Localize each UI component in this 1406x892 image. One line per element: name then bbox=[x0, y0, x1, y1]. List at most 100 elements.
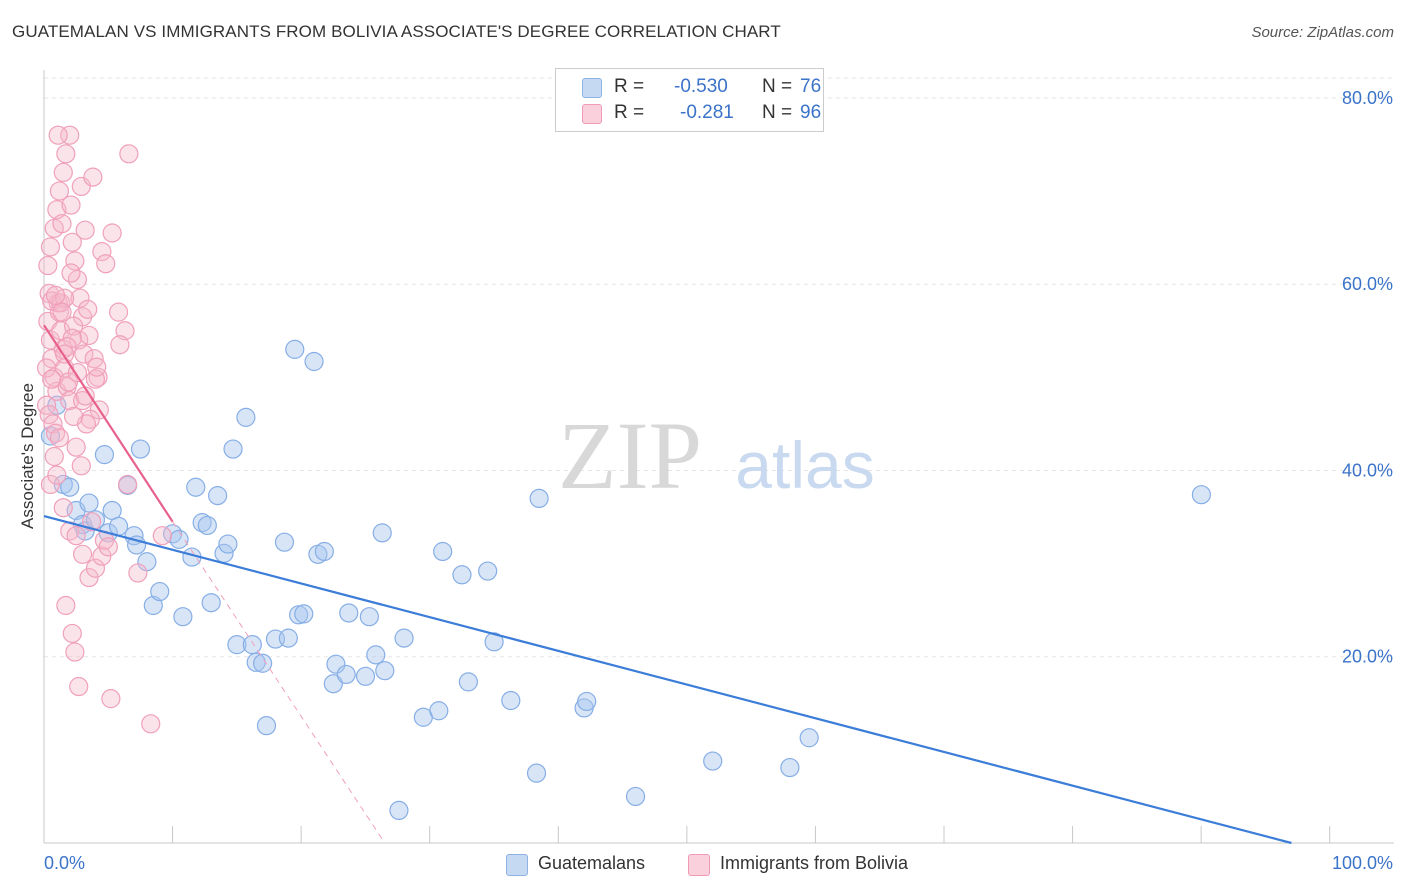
guatemalan-point bbox=[227, 635, 247, 655]
bolivia-point bbox=[47, 465, 67, 485]
bolivia-point bbox=[92, 546, 112, 566]
bolivia-point bbox=[78, 299, 98, 319]
bolivia-point bbox=[40, 237, 61, 257]
bolivia-points bbox=[36, 125, 172, 734]
bolivia-point bbox=[117, 474, 138, 495]
guatemalan-point bbox=[529, 488, 549, 509]
bolivia-point bbox=[66, 437, 86, 457]
bolivia-point bbox=[40, 474, 61, 495]
bolivia-point bbox=[45, 285, 66, 305]
bolivia-point bbox=[53, 498, 73, 518]
chart-title: GUATEMALAN VS IMMIGRANTS FROM BOLIVIA AS… bbox=[12, 22, 781, 41]
bolivia-point bbox=[83, 167, 103, 187]
guatemalan-point bbox=[253, 653, 273, 673]
legend-r-label: R = bbox=[614, 76, 645, 97]
bolivia-point bbox=[56, 595, 76, 616]
guatemalan-point bbox=[150, 581, 170, 602]
bolivia-point bbox=[49, 428, 70, 448]
guatemalan-point bbox=[60, 477, 80, 497]
guatemalan-point bbox=[192, 513, 212, 533]
bolivia-point bbox=[96, 254, 116, 274]
guatemalan-point bbox=[304, 351, 324, 372]
guatemalan-point bbox=[458, 672, 478, 692]
guatemalan-point bbox=[323, 674, 343, 694]
legend-r-value: -0.530 bbox=[674, 76, 728, 97]
guatemalan-point bbox=[169, 529, 189, 549]
bolivia-point bbox=[69, 676, 89, 697]
bolivia-point bbox=[70, 288, 90, 308]
bolivia-point bbox=[65, 642, 85, 662]
guatemalan-point bbox=[130, 439, 151, 459]
guatemalan-point bbox=[501, 690, 521, 711]
guatemalan-point bbox=[625, 786, 646, 807]
guatemalan-point bbox=[375, 661, 395, 681]
guatemalan-point bbox=[79, 493, 99, 513]
guatemalan-point bbox=[394, 628, 414, 648]
legend-n-label: N = bbox=[762, 76, 793, 97]
bolivia-point bbox=[38, 255, 58, 276]
guatemalan-point bbox=[94, 445, 115, 465]
bolivia-trend-extension bbox=[172, 521, 386, 844]
bolivia-point bbox=[79, 567, 99, 588]
guatemalan-point bbox=[278, 628, 298, 648]
guatemalan-point bbox=[703, 751, 723, 771]
guatemalan-point bbox=[208, 486, 228, 506]
bottom-legend-swatch-pink bbox=[688, 854, 710, 876]
bolivia-point bbox=[63, 406, 84, 427]
bolivia-point bbox=[85, 558, 106, 578]
bolivia-point bbox=[48, 125, 68, 145]
guatemalan-point bbox=[366, 645, 386, 665]
bolivia-point bbox=[62, 232, 82, 252]
guatemalan-point bbox=[478, 561, 498, 581]
y-tick-label: 60.0% bbox=[1342, 274, 1393, 294]
guatemalan-point bbox=[1191, 485, 1212, 505]
bolivia-point bbox=[71, 456, 91, 476]
x-tick-label-end: 100.0% bbox=[1332, 853, 1393, 873]
axes bbox=[43, 70, 1394, 844]
bolivia-point bbox=[81, 512, 102, 532]
guatemalan-point bbox=[197, 515, 217, 536]
bolivia-point bbox=[44, 446, 64, 467]
y-tick-label: 20.0% bbox=[1342, 647, 1393, 667]
bottom-legend-swatch-blue bbox=[506, 854, 528, 876]
guatemalan-point bbox=[314, 541, 334, 562]
guatemalan-point bbox=[484, 632, 504, 652]
legend-r-label: R = bbox=[614, 102, 645, 123]
guatemalan-point bbox=[433, 541, 453, 562]
guatemalan-point bbox=[372, 523, 392, 543]
guatemalan-point bbox=[201, 593, 221, 613]
y-tick-label: 40.0% bbox=[1342, 460, 1393, 480]
bolivia-point bbox=[39, 404, 59, 425]
guatemalan-point bbox=[359, 607, 379, 627]
guatemalan-point bbox=[452, 565, 472, 585]
guatemalan-point bbox=[173, 607, 193, 627]
guatemalan-point bbox=[218, 534, 238, 554]
bolivia-point bbox=[36, 358, 57, 378]
bolivia-point bbox=[128, 563, 148, 583]
bolivia-point bbox=[72, 544, 93, 564]
bolivia-point bbox=[110, 335, 130, 355]
trend-lines bbox=[43, 324, 1292, 845]
legend-r-value: -0.281 bbox=[680, 102, 734, 123]
bolivia-point bbox=[79, 325, 99, 346]
bolivia-point bbox=[61, 263, 81, 283]
bolivia-point bbox=[92, 242, 112, 262]
bolivia-point bbox=[66, 526, 86, 546]
legend-n-value: 96 bbox=[800, 102, 822, 123]
guatemalan-point bbox=[236, 407, 256, 427]
bolivia-trend-line bbox=[43, 324, 174, 523]
legend-n-label: N = bbox=[762, 102, 793, 123]
bolivia-point bbox=[62, 623, 82, 644]
y-tick-label: 80.0% bbox=[1342, 88, 1393, 108]
guatemalan-point bbox=[186, 477, 206, 497]
bolivia-point bbox=[74, 344, 94, 364]
guatemalan-point bbox=[780, 757, 800, 778]
source-label: Source: ZipAtlas.com bbox=[1251, 24, 1394, 41]
bolivia-point bbox=[56, 144, 76, 164]
tick-labels: 20.0% 40.0% 60.0% 80.0% 0.0% 100.0% bbox=[44, 88, 1393, 873]
stats-legend: R = -0.530 N = 76 R = -0.281 N = 96 bbox=[555, 68, 824, 132]
bottom-legend-label: Immigrants from Bolivia bbox=[720, 853, 909, 873]
bolivia-point bbox=[42, 369, 62, 389]
guatemalan-point bbox=[285, 339, 305, 359]
x-tick-label-start: 0.0% bbox=[44, 853, 85, 873]
